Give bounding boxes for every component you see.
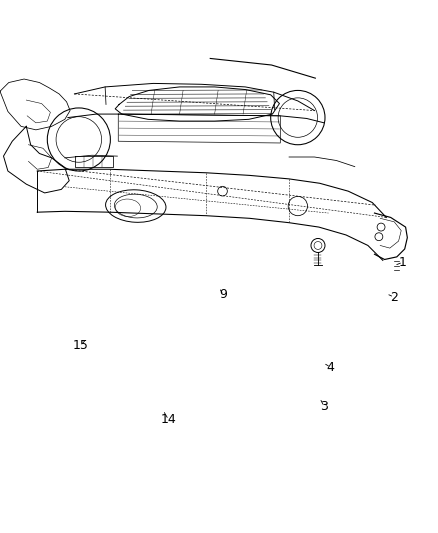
- Text: 4: 4: [327, 361, 335, 374]
- Text: 2: 2: [390, 290, 398, 304]
- Text: 14: 14: [161, 413, 177, 426]
- Text: 15: 15: [73, 339, 89, 352]
- Text: 1: 1: [399, 256, 407, 269]
- Text: 9: 9: [219, 288, 227, 302]
- Text: 3: 3: [320, 400, 328, 413]
